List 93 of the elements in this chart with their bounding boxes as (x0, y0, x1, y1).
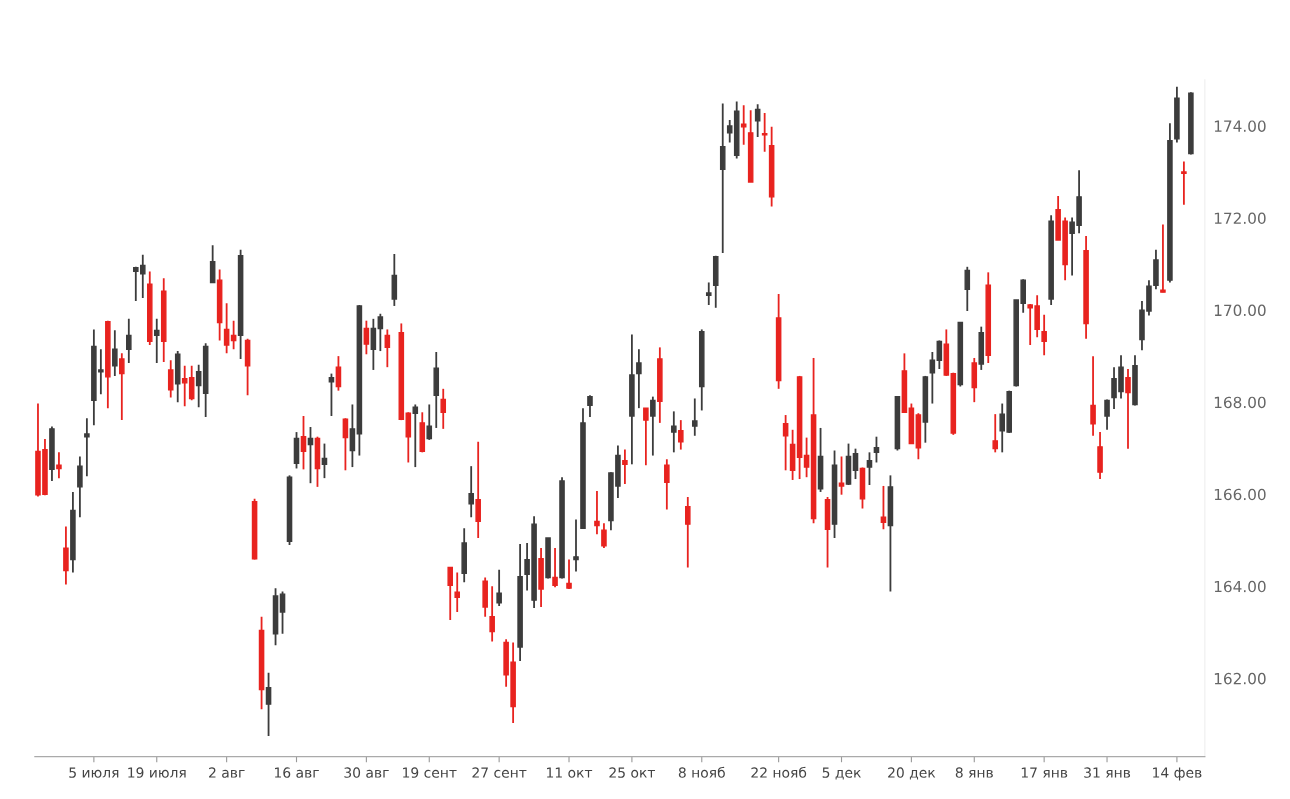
y-tick-label: 172.00 (1214, 212, 1266, 225)
candlestick (349, 403, 356, 468)
candlestick (335, 355, 342, 392)
candlestick (719, 102, 726, 254)
y-tick-label: 166.00 (1214, 488, 1266, 501)
candlestick (454, 571, 461, 613)
candlestick (181, 364, 188, 408)
x-tick-label: 5 июля (69, 767, 119, 778)
x-tick-label: 27 сент (472, 767, 527, 778)
x-tick-label: 16 авг (274, 767, 319, 778)
x-tick-label: 14 фев (1153, 767, 1202, 781)
candlestick (426, 403, 433, 441)
y-tick-label: 168.00 (1214, 396, 1266, 409)
candlestick (307, 426, 314, 485)
candlestick (112, 329, 118, 377)
candlestick (803, 436, 810, 479)
candlestick (119, 352, 125, 422)
candlestick (1160, 223, 1166, 294)
candlestick (1104, 398, 1110, 431)
x-tick-label: 8 янв (955, 767, 993, 778)
candlestick (1041, 313, 1047, 357)
x-tick-label: 19 июля (128, 767, 186, 778)
candlestick (300, 415, 307, 471)
y-tick-label: 174.00 (1214, 120, 1266, 132)
x-tick-label: 19 сент (403, 767, 457, 778)
candlestick (440, 387, 447, 430)
candlestick (671, 410, 677, 454)
candlestick (153, 317, 160, 364)
candlestick (636, 348, 642, 410)
candlestick (761, 112, 768, 153)
candlestick (754, 103, 761, 138)
candlestick (1090, 355, 1096, 437)
y-tick-label: 162.00 (1214, 672, 1266, 685)
x-tick-label: 2 авг (209, 767, 245, 778)
candlestick (447, 566, 454, 621)
x-tick-label: 5 дек (822, 767, 861, 780)
candlestick (412, 403, 419, 468)
candlestick (223, 302, 230, 355)
candlestick (56, 451, 62, 480)
candlestick (209, 244, 216, 284)
candlestick (587, 394, 593, 418)
candlestick (496, 568, 502, 608)
candlestick (594, 490, 600, 536)
candlestick (377, 312, 384, 352)
candlestick (370, 317, 377, 371)
candlestick (195, 363, 202, 409)
candlestick (852, 447, 859, 480)
candlestick (622, 448, 628, 486)
x-tick-label: 30 авг (344, 767, 389, 778)
candlestick (391, 253, 398, 307)
candlestick (740, 104, 747, 146)
candlestick (873, 435, 880, 464)
candlestick (188, 364, 195, 402)
candlestick (265, 671, 272, 737)
candlestick (992, 413, 999, 454)
candlestick (321, 442, 328, 480)
candlestick (685, 496, 691, 569)
candlestick (84, 417, 90, 478)
candlestick (552, 547, 558, 589)
x-tick-label: 8 нояб (678, 766, 725, 778)
candlestick (279, 590, 286, 635)
x-tick-label: 17 янв (1021, 767, 1068, 778)
candlestick (650, 395, 656, 457)
y-tick-label: 170.00 (1214, 304, 1266, 317)
candlestick (705, 281, 712, 306)
candlestick (328, 372, 335, 417)
candlestick (489, 585, 495, 643)
x-tick-label: 20 дек (888, 767, 936, 780)
candlestick (838, 455, 845, 496)
x-tick-label: 22 нояб (751, 766, 807, 778)
candlestick (126, 317, 132, 364)
candlestick (468, 465, 474, 519)
candlestick (363, 319, 370, 356)
candlestick (167, 359, 174, 399)
x-tick-label: 31 янв (1084, 767, 1131, 778)
candlestick (1181, 160, 1187, 206)
candlestick (63, 525, 69, 586)
candlestick (936, 339, 943, 370)
candlestick (678, 419, 684, 451)
candlestick (573, 518, 579, 573)
y-tick-label: 164.00 (1214, 580, 1266, 593)
candlestick (1125, 368, 1131, 450)
candlestick (691, 397, 698, 437)
x-tick-label: 11 окт (547, 767, 593, 778)
candlestick (77, 455, 83, 519)
candlestick (964, 265, 971, 312)
candlestick (601, 522, 607, 550)
candlestick (566, 558, 572, 590)
candlestick (866, 451, 873, 486)
candlestick (475, 440, 481, 539)
candlestick (643, 407, 649, 467)
x-tick-label: 25 окт (609, 767, 656, 778)
candlestick (664, 458, 670, 511)
